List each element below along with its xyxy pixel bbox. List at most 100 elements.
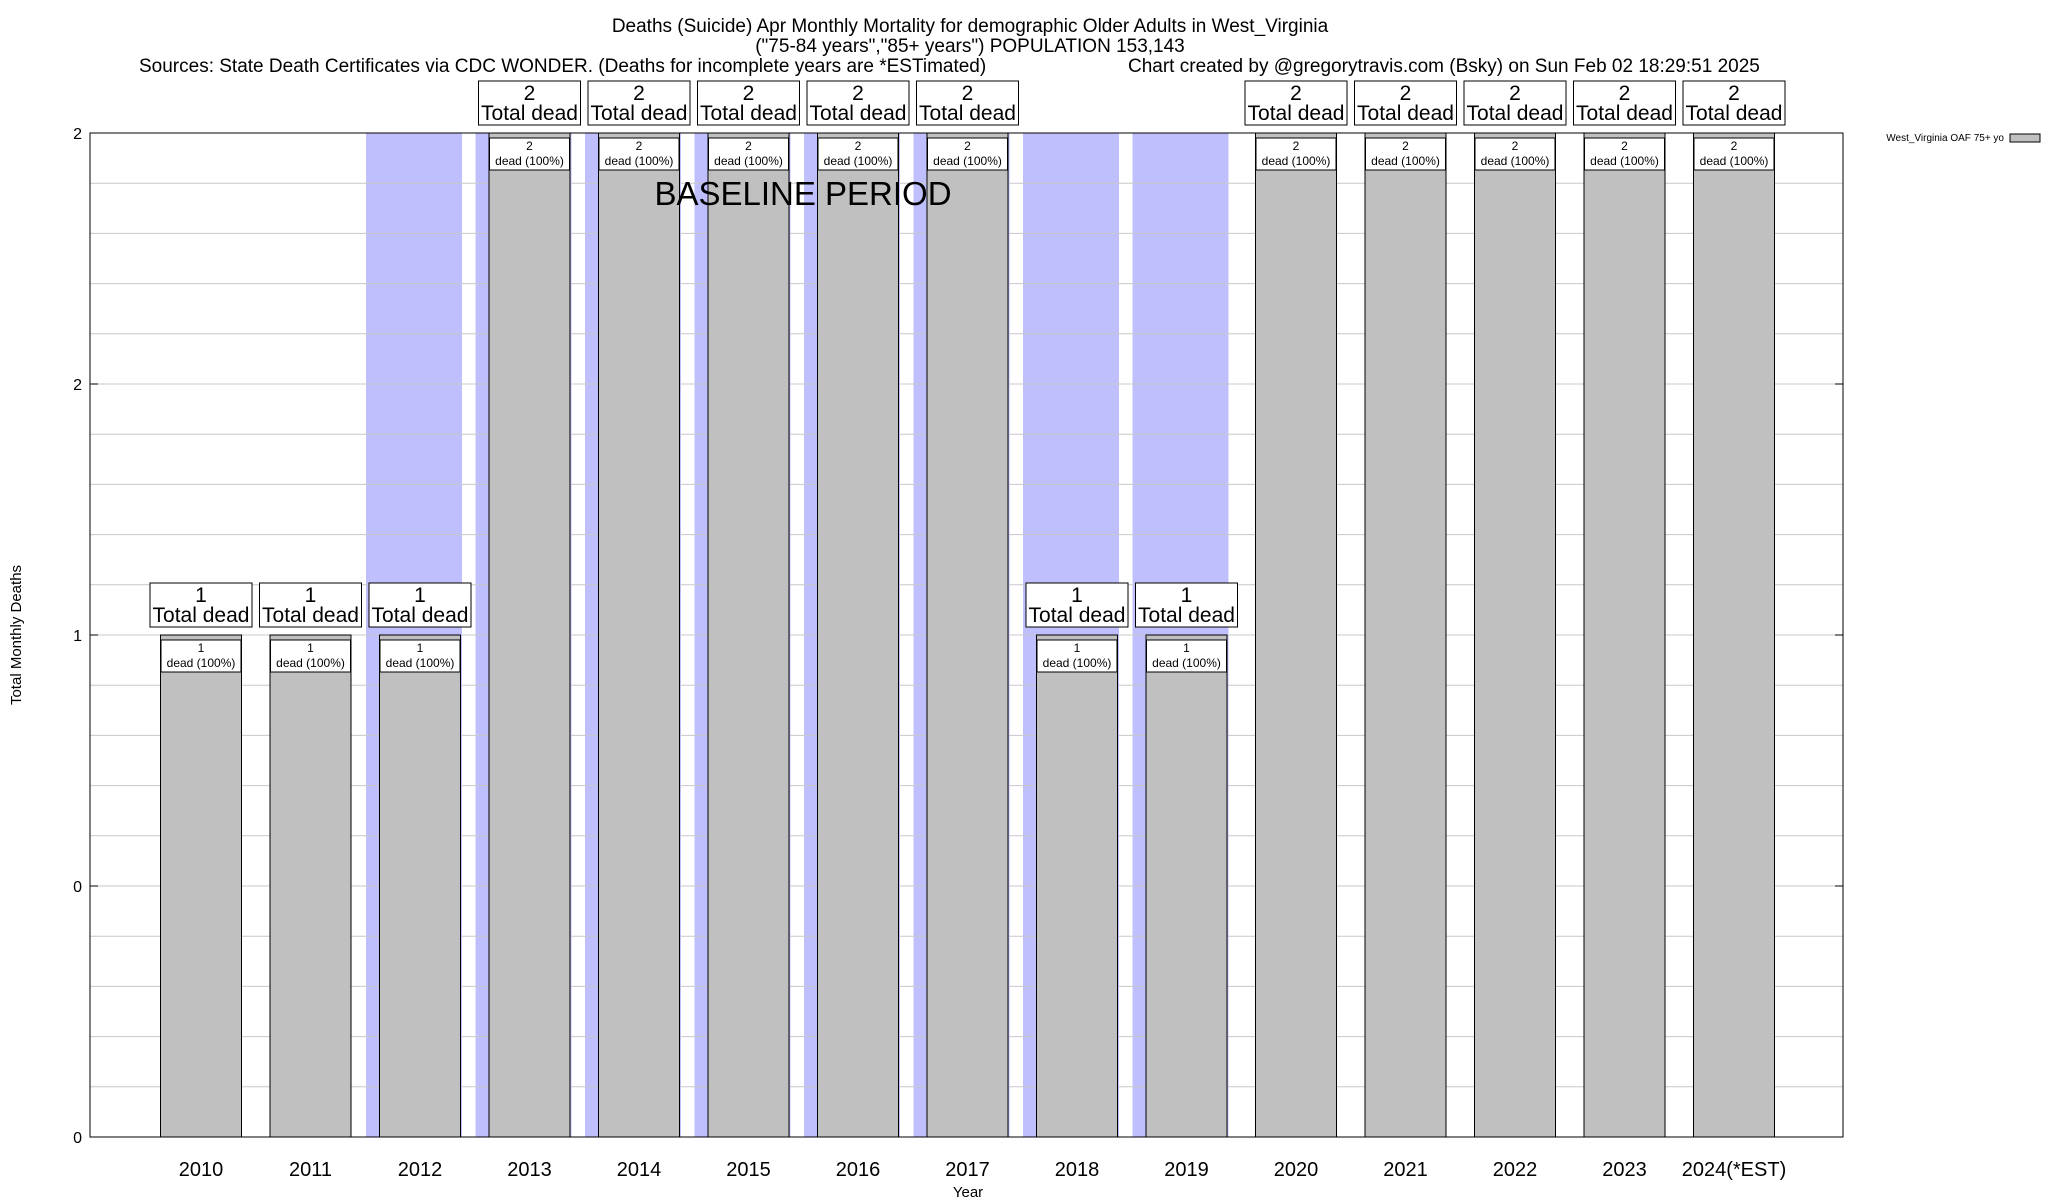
y-tick-label: 2 — [73, 126, 82, 143]
x-tick-label-2013: 2013 — [507, 1159, 552, 1181]
bar-2016 — [817, 132, 899, 1138]
data-label-box — [489, 137, 570, 171]
total-label: Total dead — [700, 102, 797, 125]
bar-2012 — [379, 634, 461, 1138]
total-box — [1354, 80, 1457, 126]
data-label-text: dead (100%) — [276, 656, 345, 670]
data-label-text: dead (100%) — [933, 154, 1002, 168]
total-label: Total dead — [1248, 102, 1345, 125]
data-label-value: 2 — [636, 139, 643, 153]
bar-2015 — [707, 132, 790, 1138]
x-tick-label-2010: 2010 — [179, 1159, 224, 1181]
bar-2021 — [1364, 132, 1447, 1138]
bar-2013 — [488, 132, 571, 1138]
data-label-value: 1 — [1183, 641, 1190, 655]
bars-layer — [160, 132, 1775, 1138]
data-label-value: 1 — [417, 641, 424, 655]
total-value: 2 — [1290, 82, 1302, 105]
x-tick-label-2016: 2016 — [836, 1159, 881, 1181]
data-label-text: dead (100%) — [1262, 154, 1331, 168]
data-label-box — [379, 639, 461, 673]
data-label-value: 2 — [1293, 139, 1300, 153]
data-label-box — [1146, 639, 1227, 673]
bar-2010 — [160, 634, 242, 1138]
data-label-text: dead (100%) — [1043, 656, 1112, 670]
data-label-box — [270, 639, 351, 673]
total-label: Total dead — [262, 604, 359, 627]
total-box — [1573, 80, 1676, 126]
x-tick-label-2011: 2011 — [289, 1159, 332, 1181]
x-tick-label-2014: 2014 — [617, 1159, 662, 1181]
data-label-value: 1 — [307, 641, 314, 655]
x-tick-label-2022: 2022 — [1493, 1159, 1538, 1181]
data-label-value: 2 — [745, 139, 752, 153]
total-value: 1 — [414, 584, 426, 607]
total-box — [1463, 80, 1567, 126]
total-value: 1 — [1071, 584, 1083, 607]
total-box — [1025, 582, 1129, 628]
y-tick-label: 2 — [73, 377, 82, 394]
total-label: Total dead — [372, 604, 469, 627]
tick-layer: 0 0 1 2 2 2010 2011 2012 2013 2014 2015 2016 2017 201… — [73, 126, 1843, 1181]
x-tick-label-2020: 2020 — [1274, 1159, 1319, 1181]
data-label-text: dead (100%) — [1152, 656, 1221, 670]
data-label-box — [160, 639, 242, 673]
y-tick-label: 1 — [73, 628, 82, 645]
chart-title: Deaths (Suicide) Apr Monthly Mortality f… — [612, 16, 1329, 37]
bar-2024(*EST) — [1693, 132, 1775, 1138]
total-box — [1682, 80, 1786, 126]
total-box — [806, 80, 910, 126]
bar-2017 — [926, 132, 1009, 1138]
total-box — [149, 582, 253, 628]
total-box — [478, 80, 581, 126]
x-tick-label-2015: 2015 — [726, 1159, 771, 1181]
data-label-value: 2 — [1621, 139, 1628, 153]
data-label-text: dead (100%) — [1700, 154, 1769, 168]
total-label: Total dead — [810, 102, 907, 125]
total-box — [1135, 582, 1238, 628]
x-tick-label-2023: 2023 — [1602, 1159, 1647, 1181]
x-tick-label-2012: 2012 — [398, 1159, 443, 1181]
data-label-text: dead (100%) — [1590, 154, 1659, 168]
total-value: 2 — [743, 82, 755, 105]
data-label-value: 2 — [1402, 139, 1409, 153]
data-label-box — [1255, 137, 1337, 171]
total-box — [368, 582, 472, 628]
data-label-text: dead (100%) — [714, 154, 783, 168]
total-label: Total dead — [1029, 604, 1126, 627]
data-label-box — [1036, 639, 1118, 673]
data-label-value: 1 — [198, 641, 205, 655]
data-label-value: 2 — [964, 139, 971, 153]
total-box — [697, 80, 800, 126]
bar-2022 — [1474, 132, 1556, 1138]
data-label-box — [1584, 137, 1665, 171]
y-tick-label: 0 — [73, 1130, 82, 1147]
data-label-value: 2 — [1731, 139, 1738, 153]
data-label-text: dead (100%) — [167, 656, 236, 670]
data-label-text: dead (100%) — [1371, 154, 1440, 168]
data-label-text: dead (100%) — [824, 154, 893, 168]
chart-sources: Sources: State Death Certificates via CD… — [139, 56, 986, 77]
total-box — [587, 80, 691, 126]
total-label: Total dead — [481, 102, 578, 125]
chart-subtitle: ("75-84 years","85+ years") POPULATION 1… — [755, 36, 1185, 57]
total-label: Total dead — [153, 604, 250, 627]
bar-2023 — [1583, 132, 1666, 1138]
x-tick-label-2021: 2021 — [1383, 1159, 1428, 1181]
y-axis-label: Total Monthly Deaths — [8, 565, 25, 705]
data-label-text: dead (100%) — [605, 154, 674, 168]
data-label-value: 2 — [526, 139, 533, 153]
data-label-box — [598, 137, 680, 171]
x-tick-label-2018: 2018 — [1055, 1159, 1100, 1181]
bar-2019 — [1145, 634, 1228, 1138]
total-value: 2 — [1728, 82, 1740, 105]
data-label-value: 2 — [855, 139, 862, 153]
x-tick-label-2017: 2017 — [945, 1159, 990, 1181]
total-value: 1 — [1181, 584, 1193, 607]
total-value: 2 — [1400, 82, 1412, 105]
data-label-value: 1 — [1074, 641, 1081, 655]
x-tick-label-2024(*EST): 2024(*EST) — [1682, 1159, 1787, 1181]
bar-2018 — [1036, 634, 1118, 1138]
total-value: 2 — [1619, 82, 1631, 105]
